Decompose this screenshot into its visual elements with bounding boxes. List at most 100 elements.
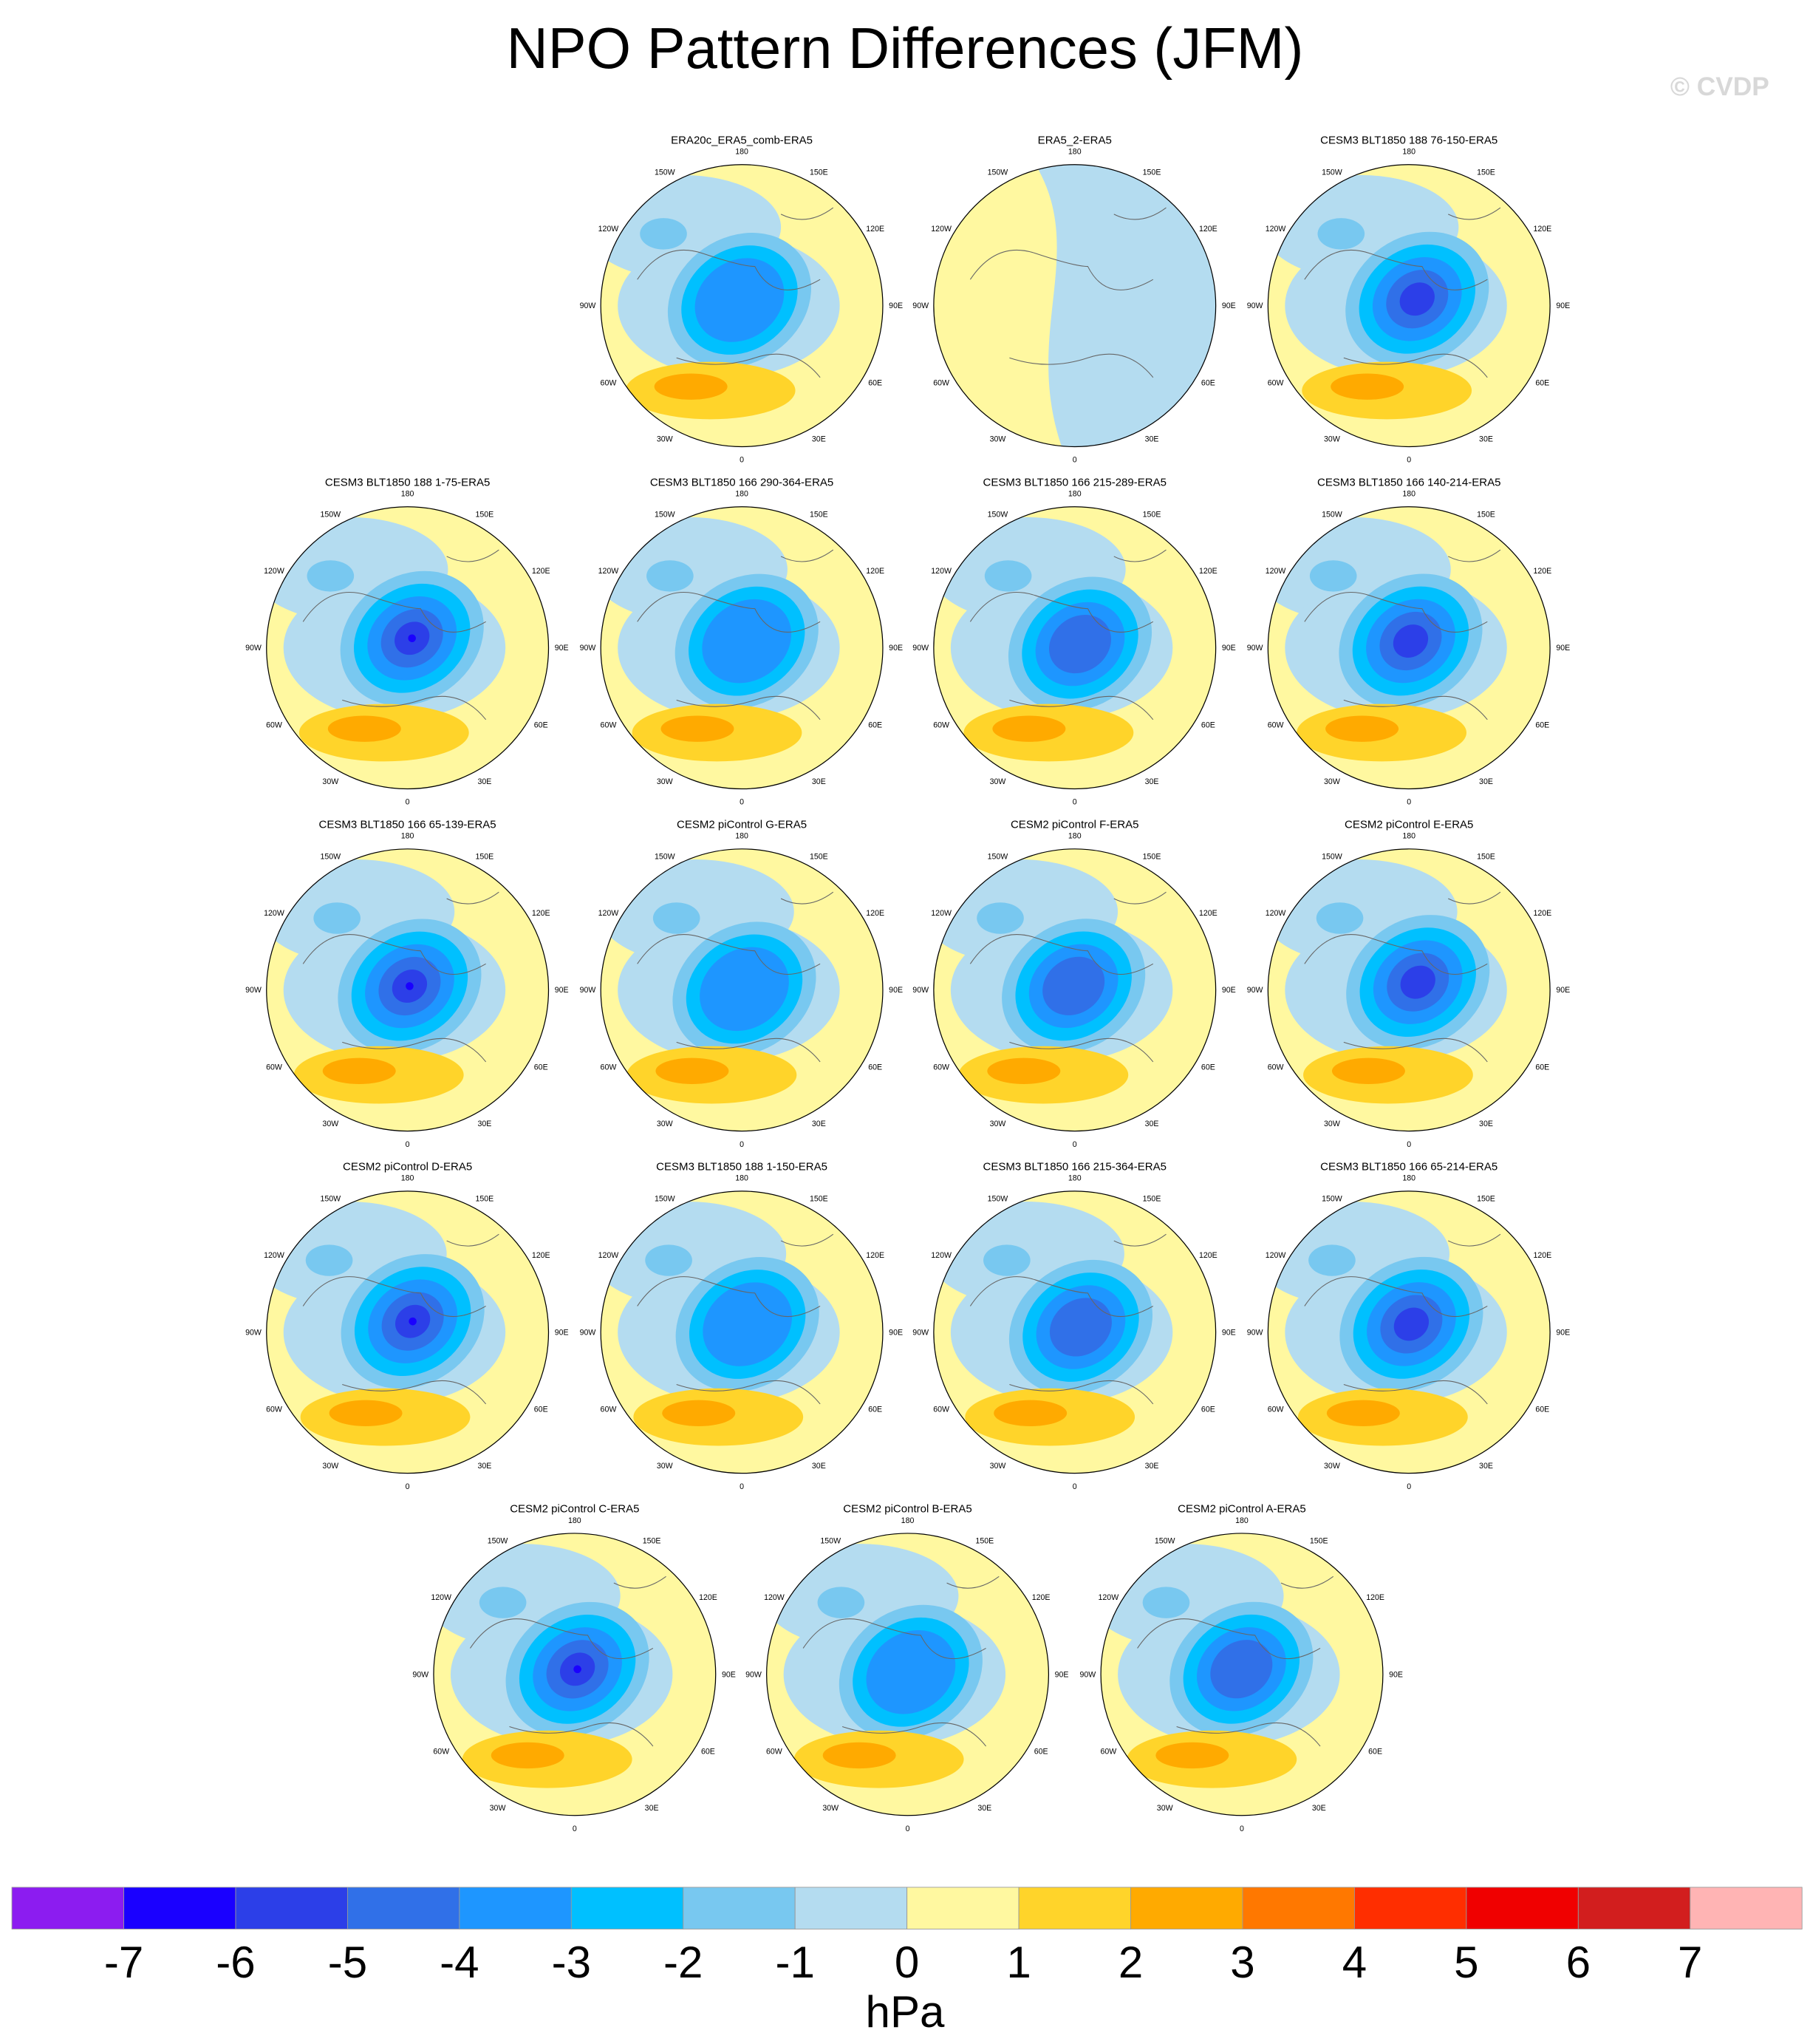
longitude-label: 0 [740,1140,744,1149]
longitude-label: 90E [555,986,569,995]
longitude-label: 120W [598,1251,619,1260]
panel-title: CESM3 BLT1850 188 1-150-ERA5 [656,1161,827,1173]
longitude-label: 180 [1068,148,1082,157]
map-field [433,1533,716,1816]
longitude-label: 180 [735,1174,748,1183]
longitude-label: 180 [401,490,414,499]
map-border [600,164,884,448]
longitude-label: 30W [1324,1120,1340,1128]
panel-title: CESM3 BLT1850 166 215-364-ERA5 [983,1161,1167,1173]
positive-core [655,1057,729,1084]
negative-core [1042,956,1105,1015]
longitude-label: 120E [1199,1251,1218,1260]
longitude-label: 0 [573,1825,577,1833]
colorbar-box [123,1887,236,1929]
longitude-label: 0 [406,798,410,807]
longitude-label: 150W [988,1195,1008,1204]
coastline [637,891,834,1063]
longitude-label: 120E [1533,225,1551,234]
map-field [1268,164,1551,447]
colorbar-label: -2 [663,1938,703,1987]
coastline [969,1233,1167,1405]
negative-core [1393,1307,1430,1341]
longitude-label: 30E [477,1462,491,1471]
panel-title: CESM3 BLT1850 188 1-75-ERA5 [325,476,490,488]
negative-area [1035,164,1216,447]
longitude-label: 60E [868,1406,882,1414]
longitude-label: 60E [534,1406,548,1414]
longitude-label: 120W [1266,567,1286,576]
panel-title: CESM3 BLT1850 166 140-214-ERA5 [1317,476,1500,488]
coastline [1304,891,1501,1063]
longitude-label: 150E [1143,1195,1161,1204]
longitude-label: 30E [812,1462,826,1471]
map-border [1267,506,1551,790]
longitude-label: 30E [1312,1804,1326,1813]
colorbar-label: -3 [552,1938,591,1987]
longitude-label: 30W [1157,1804,1173,1813]
longitude-label: 120E [866,225,884,234]
longitude-label: 0 [740,798,744,807]
negative-core [1400,965,1435,999]
longitude-label: 150E [810,853,828,862]
coastline [969,207,1167,378]
panel-title: CESM3 BLT1850 188 76-150-ERA5 [1320,134,1497,146]
longitude-label: 150W [1322,853,1342,862]
longitude-label: 120W [431,1593,451,1602]
longitude-label: 120W [931,567,952,576]
longitude-label: 180 [735,148,748,157]
longitude-label: 180 [1068,832,1082,841]
longitude-label: 180 [401,832,414,841]
panel-title: ERA5_2-ERA5 [1038,134,1112,146]
longitude-label: 30W [990,1462,1006,1471]
longitude-label: 30W [490,1804,506,1813]
negative-core [1210,1640,1273,1699]
longitude-label: 0 [1073,1140,1077,1149]
longitude-label: 150W [1155,1537,1175,1546]
negative-area [652,902,700,934]
longitude-label: 90E [1222,302,1236,310]
longitude-label: 90W [580,302,596,310]
longitude-label: 180 [568,1516,581,1525]
coastline [637,1233,834,1405]
longitude-label: 90W [912,302,929,310]
longitude-label: 120E [1199,225,1218,234]
colorbar-label: 5 [1454,1938,1478,1987]
colorbar-box [1242,1887,1355,1929]
longitude-label: 60W [433,1748,449,1757]
longitude-label: 180 [901,1516,915,1525]
longitude-label: 180 [1068,1174,1082,1183]
map-border [1267,1190,1551,1474]
panel-title: CESM3 BLT1850 166 65-139-ERA5 [319,819,496,831]
longitude-label: 60W [266,720,282,729]
colorbar-box [235,1887,348,1929]
longitude-label: 60W [1268,720,1284,729]
longitude-label: 150E [1477,168,1495,177]
map-border [600,506,884,790]
longitude-label: 30E [477,777,491,786]
panel-title: CESM2 piControl A-ERA5 [1178,1503,1306,1516]
coastline [969,549,1167,720]
longitude-label: 60E [1535,720,1549,729]
panel-title: CESM2 piControl D-ERA5 [343,1161,472,1173]
longitude-label: 150W [320,511,341,519]
longitude-label: 120E [1199,567,1218,576]
longitude-label: 150W [655,853,675,862]
coastline [802,1575,1000,1747]
negative-area [645,1244,692,1276]
coastline [1304,1233,1501,1405]
negative-area [1308,1244,1356,1276]
colorbar-label: -6 [216,1938,255,1987]
panel-title: CESM2 piControl G-ERA5 [677,819,807,831]
longitude-label: 90E [1222,986,1236,995]
longitude-label: 30E [1145,777,1159,786]
longitude-label: 90W [580,1328,596,1337]
map-panel: CESM3 BLT1850 166 215-289-ERA5 180 150E 120… [912,476,1235,806]
positive-core [660,715,734,742]
map-border [600,1190,884,1474]
negative-area [983,1244,1031,1276]
colorbar-label: -5 [328,1938,367,1987]
